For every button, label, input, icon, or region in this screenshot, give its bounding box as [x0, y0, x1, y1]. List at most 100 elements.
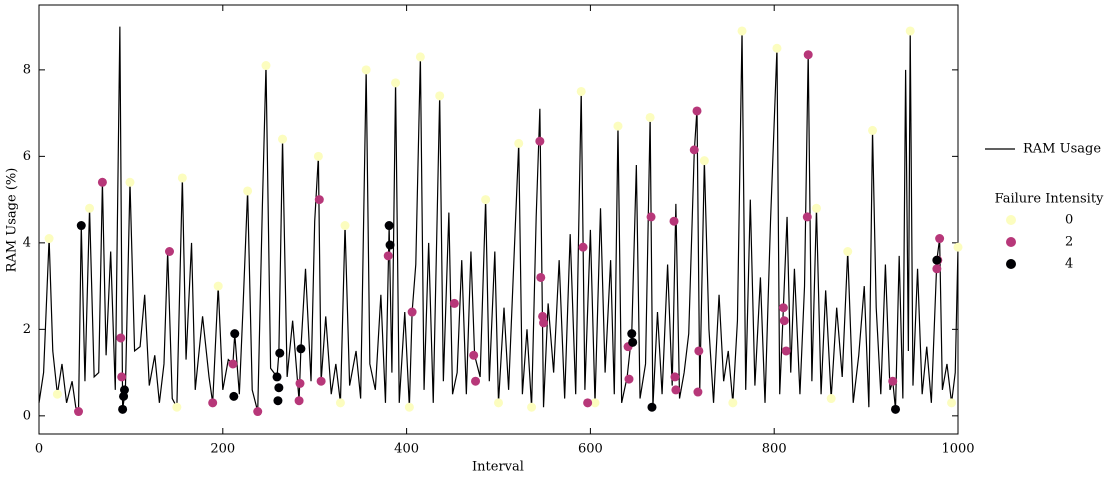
scatter-point — [407, 307, 417, 317]
scatter-point — [278, 134, 288, 144]
scatter-point — [932, 255, 942, 265]
legend-label: 2 — [1065, 235, 1073, 250]
scatter-point — [693, 387, 703, 397]
scatter-point — [177, 173, 187, 183]
scatter-point — [213, 281, 223, 291]
scatter-point — [671, 385, 681, 395]
scatter-point — [868, 125, 878, 135]
scatter-point — [888, 376, 898, 386]
scatter-point — [275, 348, 285, 358]
scatter-point — [772, 43, 782, 53]
scatter-point — [385, 240, 395, 250]
scatter-point — [253, 407, 263, 417]
scatter-point — [670, 372, 680, 382]
scatter-point — [646, 212, 656, 222]
scatter-point — [404, 402, 414, 412]
scatter-point — [539, 318, 549, 328]
scatter-point — [613, 121, 623, 131]
legend-marker — [1006, 237, 1016, 247]
scatter-point — [494, 398, 503, 408]
scatter-point — [694, 346, 704, 356]
scatter-point — [274, 383, 284, 393]
scatter-point — [576, 86, 586, 96]
scatter-point — [481, 195, 491, 205]
x-tick-label: 600 — [578, 442, 603, 457]
x-tick-label: 200 — [210, 442, 235, 457]
scatter-point — [340, 221, 350, 231]
y-tick-label: 0 — [23, 408, 31, 423]
legend-marker — [1006, 259, 1016, 269]
scatter-point — [243, 186, 253, 196]
scatter-point — [119, 391, 129, 401]
scatter-point — [295, 378, 305, 388]
scatter-point — [699, 156, 709, 166]
scatter-point — [692, 106, 702, 116]
scatter-point — [469, 350, 479, 360]
scatter-point — [891, 404, 901, 414]
scatter-point — [85, 203, 95, 213]
scatter-point — [535, 136, 545, 146]
scatter-point — [514, 138, 524, 148]
scatter-point — [228, 359, 238, 369]
scatter-point — [52, 389, 62, 399]
scatter-point — [669, 216, 679, 226]
scatter-point — [261, 61, 271, 71]
legend-title: Failure Intensity — [995, 192, 1104, 207]
scatter-point — [74, 407, 84, 417]
scatter-point — [627, 329, 637, 339]
scatter-point — [628, 337, 638, 347]
scatter-point — [826, 394, 836, 404]
scatter-point — [316, 376, 326, 386]
scatter-point — [273, 396, 283, 406]
legend-marker — [1006, 215, 1016, 225]
scatter-point — [624, 374, 634, 384]
scatter-point — [947, 398, 957, 408]
scatter-point — [415, 52, 425, 62]
y-tick-label: 2 — [23, 322, 31, 337]
scatter-point — [737, 26, 747, 36]
scatter-point — [905, 26, 915, 36]
scatter-point — [781, 346, 791, 356]
scatter-point — [811, 203, 821, 213]
scatter-point — [97, 177, 107, 187]
x-axis-label: Interval — [472, 460, 524, 475]
legend-label: RAM Usage — [1023, 142, 1101, 157]
scatter-point — [779, 316, 789, 326]
scatter-point — [471, 376, 481, 386]
scatter-point — [583, 398, 593, 408]
scatter-point — [272, 372, 282, 382]
scatter-point — [294, 396, 304, 406]
x-tick-label: 0 — [35, 442, 43, 457]
y-tick-label: 6 — [23, 149, 31, 164]
scatter-point — [44, 234, 54, 244]
scatter-point — [728, 398, 738, 408]
scatter-point — [296, 344, 306, 354]
x-tick-label: 800 — [762, 442, 787, 457]
scatter-point — [313, 151, 323, 161]
x-tick-label: 400 — [394, 442, 419, 457]
scatter-point — [645, 112, 655, 122]
scatter-point — [578, 242, 588, 252]
scatter-point — [117, 372, 127, 382]
scatter-point — [164, 247, 174, 257]
scatter-point — [689, 145, 699, 155]
scatter-point — [335, 398, 345, 408]
scatter-point — [590, 398, 600, 408]
scatter-point — [935, 234, 945, 244]
scatter-point — [384, 221, 394, 231]
scatter-point — [391, 78, 401, 88]
scatter-point — [208, 398, 218, 408]
scatter-point — [383, 251, 393, 261]
scatter-point — [932, 264, 942, 274]
scatter-point — [116, 333, 126, 343]
y-axis-label: RAM Usage (%) — [5, 168, 20, 273]
scatter-point — [953, 242, 963, 252]
scatter-point — [803, 50, 813, 60]
y-tick-label: 4 — [23, 235, 31, 250]
scatter-point — [314, 195, 324, 205]
y-tick-label: 8 — [23, 62, 31, 77]
legend-label: 0 — [1065, 213, 1073, 228]
legend-label: 4 — [1065, 257, 1073, 272]
scatter-point — [229, 391, 239, 401]
